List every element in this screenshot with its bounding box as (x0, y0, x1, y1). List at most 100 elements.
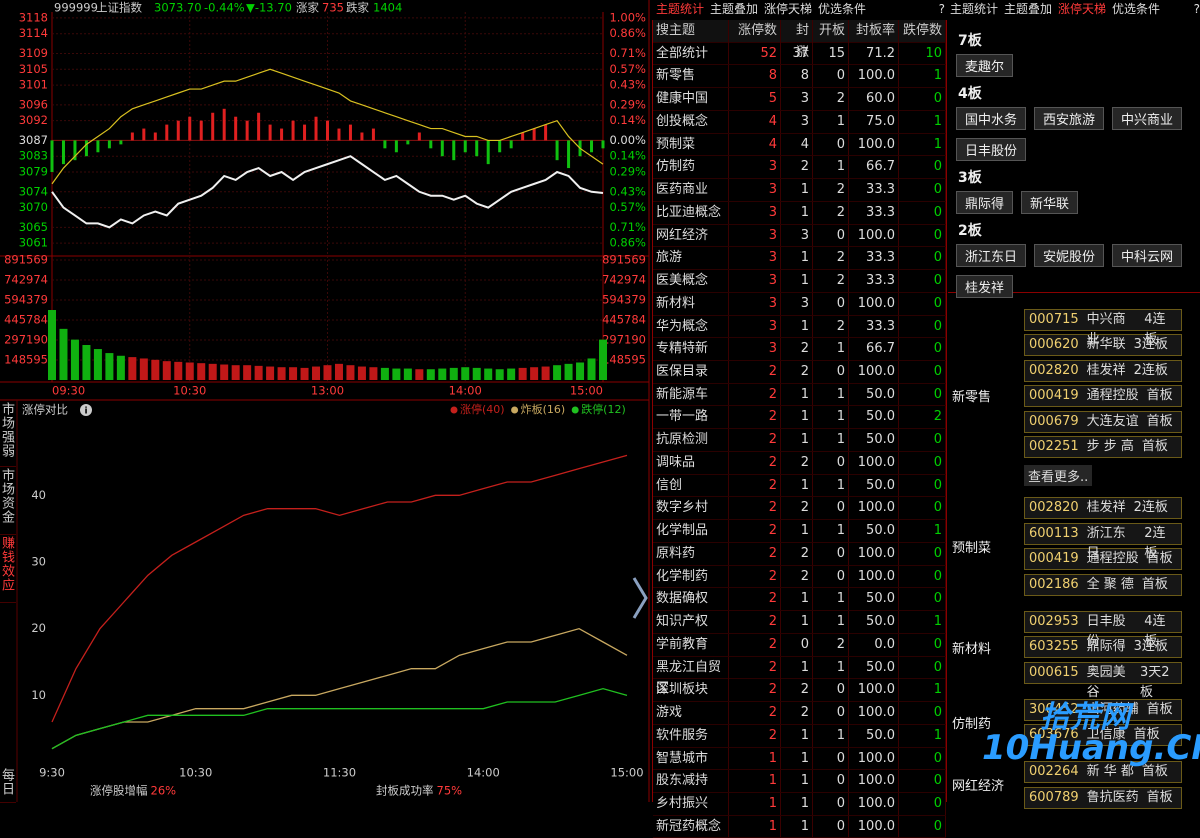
stock-button[interactable]: 桂发祥 (956, 275, 1014, 298)
stock-item[interactable]: 000615 奥园美谷 3天2板 (1024, 661, 1182, 700)
stock-item[interactable]: 000419 通程控股 首板 (1024, 548, 1182, 570)
column-header[interactable]: 开板 (813, 20, 849, 64)
table-row[interactable]: 化学制药 2 2 0 100.0 0 (653, 565, 946, 589)
tab[interactable]: 主题叠加 (1004, 2, 1053, 16)
tab[interactable]: 优选条件 (1112, 2, 1161, 16)
stock-item[interactable]: 002820 桂发祥 2连板 (1024, 359, 1182, 382)
table-row[interactable]: 软件服务 2 1 1 50.0 1 (653, 724, 946, 748)
breadth-bar (590, 140, 594, 153)
stock-item[interactable]: 002264 新 华 都首板 (1024, 761, 1182, 783)
cell: 0 (899, 565, 946, 588)
stock-item[interactable]: 600113 浙江东日 2连板 (1024, 522, 1182, 561)
cell: 2 (729, 383, 781, 406)
table-row[interactable]: 预制菜 4 4 0 100.0 1 (653, 133, 946, 157)
legend-label: 炸板(16) (521, 402, 566, 416)
table-row[interactable]: 游戏 2 2 0 100.0 0 (653, 702, 946, 725)
table-row[interactable]: 化学制品 2 1 1 50.0 1 (653, 520, 946, 543)
stock-item[interactable]: 300452 山河药辅 首板 (1024, 698, 1182, 721)
table-row[interactable]: 医药商业 3 1 2 33.3 0 (653, 179, 946, 202)
stock-button[interactable]: 新华联 (1021, 191, 1079, 214)
stock-item[interactable]: 000679 大连友谊 首板 (1024, 410, 1182, 433)
more-link[interactable]: 查看更多.. (1024, 464, 1093, 486)
side-tab[interactable]: 市场强弱 (0, 402, 16, 467)
table-row[interactable]: 华为概念 3 1 2 33.3 0 (653, 315, 946, 339)
side-tab[interactable]: 市场资金 (0, 468, 16, 535)
table-row[interactable]: 智慧城市 1 1 0 100.0 0 (653, 747, 946, 771)
cell: 1 (781, 588, 813, 611)
table-row[interactable]: 数字乡村 2 2 0 100.0 0 (653, 497, 946, 521)
table-row[interactable]: 新冠药概念 1 1 0 100.0 0 (653, 815, 946, 838)
cell: 0 (899, 338, 946, 361)
table-row[interactable]: 新零售 8 8 0 100.0 1 (653, 65, 946, 89)
column-header[interactable]: 跌停数 (899, 20, 946, 64)
table-row[interactable]: 深圳板块 2 2 0 100.0 1 (653, 679, 946, 703)
cell: 0 (899, 292, 946, 315)
stock-item[interactable]: 603255 鼎际得 3连板 (1024, 636, 1182, 658)
column-header[interactable]: 封板率 (849, 20, 899, 64)
tab[interactable]: 主题统计 (656, 2, 705, 16)
table-row[interactable]: 原料药 2 2 0 100.0 0 (653, 542, 946, 566)
stock-item[interactable]: 600789 鲁抗医药 首板 (1024, 786, 1182, 809)
cell: 新冠药概念 (653, 815, 729, 838)
stock-item[interactable]: 603676 卫信康 首板 (1024, 724, 1182, 746)
stock-button[interactable]: 西安旅游 (1034, 107, 1105, 130)
tab[interactable]: 优选条件 (818, 2, 867, 16)
table-row[interactable]: 医美概念 3 1 2 33.3 0 (653, 270, 946, 293)
stock-button[interactable]: 鼎际得 (956, 191, 1014, 214)
column-header[interactable]: 涨停数 (729, 20, 781, 64)
table-row[interactable]: 黑龙江自贸区 2 1 1 50.0 0 (653, 656, 946, 701)
column-header[interactable]: 封涨 (781, 20, 813, 64)
stock-item[interactable]: 000620 新华联 3连板 (1024, 334, 1182, 356)
table-row[interactable]: 数据确权 2 1 1 50.0 0 (653, 588, 946, 612)
table-row[interactable]: 健康中国 5 3 2 60.0 0 (653, 88, 946, 111)
tab[interactable]: 主题统计 (950, 2, 999, 16)
table-row[interactable]: 医保目录 2 2 0 100.0 0 (653, 361, 946, 384)
volume-bar (277, 367, 286, 380)
stock-button[interactable]: 安妮股份 (1034, 244, 1105, 267)
table-row[interactable]: 专精特新 3 2 1 66.7 0 (653, 338, 946, 362)
table-row[interactable]: 仿制药 3 2 1 66.7 0 (653, 156, 946, 180)
stock-button[interactable]: 麦趣尔 (956, 54, 1014, 77)
table-row[interactable]: 新材料 3 3 0 100.0 0 (653, 292, 946, 316)
table-row[interactable]: 学前教育 2 0 2 0.0 0 (653, 633, 946, 657)
tab[interactable]: ? (1193, 2, 1200, 16)
tab[interactable]: 主题叠加 (710, 2, 759, 16)
tab[interactable]: 涨停天梯 (1058, 2, 1107, 16)
stock-item[interactable]: 000715 中兴商业 4连板 (1024, 308, 1182, 347)
table-row[interactable]: 网红经济 3 3 0 100.0 0 (653, 224, 946, 248)
table-row[interactable]: 乡村振兴 1 1 0 100.0 0 (653, 792, 946, 816)
table-row[interactable]: 全部统计 52 37 15 71.2 10 (653, 42, 946, 66)
cell: 0 (899, 224, 946, 247)
side-tab[interactable]: 赚钱效应 (0, 536, 16, 603)
stock-item[interactable]: 002953 日丰股份 4连板 (1024, 610, 1182, 649)
stock-name: 卫信康 (1086, 727, 1126, 742)
stock-item[interactable]: 002820 桂发祥 2连板 (1024, 497, 1182, 519)
stock-button[interactable]: 中兴商业 (1112, 107, 1183, 130)
stock-item[interactable]: 002186 全 聚 德首板 (1024, 573, 1182, 596)
stock-button[interactable]: 国中水务 (956, 107, 1027, 130)
stock-item[interactable]: 002251 步 步 高首板 (1024, 436, 1182, 458)
table-row[interactable]: 新能源车 2 1 1 50.0 0 (653, 383, 946, 407)
stock-button[interactable]: 中科云网 (1112, 244, 1183, 267)
side-tab[interactable]: 每日 (0, 768, 16, 803)
table-row[interactable]: 一带一路 2 1 1 50.0 2 (653, 406, 946, 430)
expand-arrow[interactable] (632, 577, 648, 619)
table-row[interactable]: 股东减持 1 1 0 100.0 0 (653, 770, 946, 793)
table-row[interactable]: 旅游 3 1 2 33.3 0 (653, 247, 946, 271)
tab[interactable]: ? (938, 2, 945, 16)
table-row[interactable]: 创投概念 4 3 1 75.0 1 (653, 110, 946, 134)
breadth-bar (475, 140, 479, 157)
table-row[interactable]: 信创 2 1 1 50.0 0 (653, 474, 946, 498)
column-header[interactable]: 搜主题 (653, 20, 729, 64)
level-label: 7板 (958, 33, 982, 49)
table-row[interactable]: 比亚迪概念 3 1 2 33.3 0 (653, 201, 946, 225)
tab[interactable]: 涨停天梯 (764, 2, 813, 16)
stock-item[interactable]: 000419 通程控股 首板 (1024, 385, 1182, 407)
stock-button[interactable]: 日丰股份 (956, 138, 1027, 161)
table-row[interactable]: 知识产权 2 1 1 50.0 1 (653, 611, 946, 634)
table-row[interactable]: 抗原检测 2 1 1 50.0 0 (653, 429, 946, 452)
table-row[interactable]: 调味品 2 2 0 100.0 0 (653, 451, 946, 475)
stock-button[interactable]: 浙江东日 (956, 244, 1027, 267)
cell: 1 (729, 770, 781, 792)
info-icon[interactable] (80, 404, 92, 416)
